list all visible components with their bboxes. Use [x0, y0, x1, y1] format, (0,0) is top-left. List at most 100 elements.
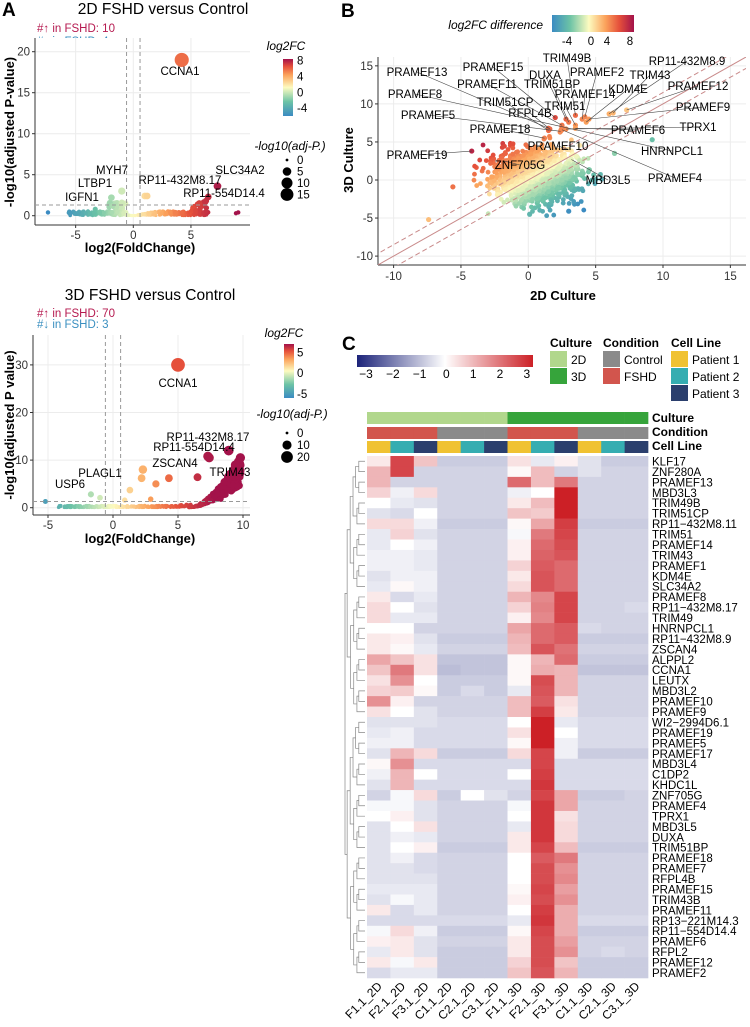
heatmap-cell [460, 842, 485, 854]
background-point [581, 207, 587, 213]
heatmap-cell [601, 915, 625, 927]
heatmap-cell [460, 737, 485, 749]
heatmap-cell [577, 748, 602, 760]
leader-line [586, 88, 629, 123]
background-point [518, 179, 524, 184]
colorbar-tick-label: -4 [562, 36, 573, 48]
heatmap-cell [390, 915, 415, 927]
gene-label: RP11-432M8.9 [649, 56, 726, 68]
heatmap-cell [437, 549, 461, 561]
data-point [45, 210, 51, 215]
heatmap-cell [390, 946, 415, 958]
volcano-3d-colorbar [284, 344, 294, 398]
heatmap-cell [601, 581, 625, 593]
heatmap-cell [437, 539, 461, 551]
heatmap-cell [577, 884, 602, 895]
background-point [68, 506, 72, 510]
heatmap-cell [507, 842, 532, 854]
size-legend-label: 0 [297, 155, 303, 167]
heatmap-cell [390, 967, 415, 979]
heatmap-cell [413, 664, 438, 676]
heatmap-cell [367, 466, 391, 478]
heatmap-cell [460, 946, 485, 958]
dendrogram-branch [358, 742, 365, 754]
dendrogram-branch [352, 737, 357, 778]
heatmap-cell [413, 936, 438, 947]
heatmap-cell [577, 466, 602, 478]
background-point [192, 505, 197, 509]
heatmap-cell [577, 664, 602, 676]
condition-annotation-cell [601, 427, 625, 439]
heatmap-cell [554, 727, 579, 739]
heatmap-cell [460, 873, 485, 885]
heatmap-cell [460, 706, 485, 718]
heatmap-cell [507, 831, 532, 843]
heatmap-cell [554, 842, 579, 854]
leader-line [561, 129, 676, 179]
heatmap-cell [577, 518, 602, 530]
heatmap-cell [437, 518, 461, 530]
heatmap-cell [437, 696, 461, 707]
heatmap-cell [601, 957, 625, 968]
heatmap-cell [530, 727, 555, 739]
background-point [528, 184, 533, 190]
background-point [79, 505, 84, 509]
heatmap-cell [507, 737, 532, 749]
background-point [167, 210, 173, 215]
heatmap-cell [367, 936, 391, 947]
data-point [193, 473, 202, 482]
heatmap-cell [367, 612, 391, 624]
condition-annotation-cell [367, 427, 391, 439]
background-point [566, 201, 572, 206]
background-point [530, 196, 535, 202]
heatmap-cell [554, 497, 579, 509]
cell-line-annotation-cell [601, 441, 625, 453]
gene-label: PRAMEF8 [388, 89, 442, 101]
heatmap-cell [601, 873, 625, 885]
background-point [548, 142, 554, 147]
heatmap-cell [437, 570, 461, 582]
background-point [471, 177, 477, 183]
heatmap-cell [484, 737, 508, 749]
heatmap-cell [437, 487, 461, 499]
row-gene-label: TRIM43B [652, 895, 701, 907]
heatmap-cell [390, 643, 415, 655]
heatmap-cell [460, 643, 485, 655]
heatmap-cell [460, 821, 485, 833]
culture-legend-swatch [550, 351, 567, 367]
row-gene-label: RP11−432M8.17 [652, 603, 738, 615]
background-point [175, 505, 179, 509]
heatmap-cell [460, 727, 485, 739]
heatmap-cell [413, 456, 438, 467]
heatmap-cell [601, 456, 625, 467]
dendrogram-branch [355, 727, 359, 749]
row-gene-label: PRAMEF2 [652, 968, 706, 980]
heatmap-cell [554, 904, 579, 916]
heatmap-cell [460, 748, 485, 760]
heatmap-cell [530, 904, 555, 916]
heatmap-cell [460, 497, 485, 509]
heatmap-cell [390, 821, 415, 833]
heatmap-cell [601, 696, 625, 707]
heatmap-cell [554, 696, 579, 707]
heatmap-cell [507, 591, 532, 603]
heatmap-cell [484, 925, 508, 937]
heatmap-cell [554, 884, 579, 895]
heatmap-cell [484, 497, 508, 509]
heatmap-cell [554, 810, 579, 822]
heatmap-cell [507, 623, 532, 634]
fc-comparison-ylabel: 3D Culture [341, 127, 356, 193]
cell-line-annotation-label: Cell Line [652, 439, 702, 453]
heatmap-cell [437, 643, 461, 655]
heatmap-cell [367, 508, 391, 519]
heatmap-cell [367, 518, 391, 530]
heatmap-cell [554, 675, 579, 686]
heatmap-cell [460, 685, 485, 697]
heatmap-cell [437, 560, 461, 572]
background-point [109, 210, 115, 215]
row-gene-label: C1DP2 [652, 770, 689, 782]
volcano-3d-title: 3D FSHD versus Control [65, 287, 236, 304]
heatmap-cell [390, 696, 415, 707]
heatmap-cell [367, 957, 391, 968]
background-point [569, 137, 574, 143]
